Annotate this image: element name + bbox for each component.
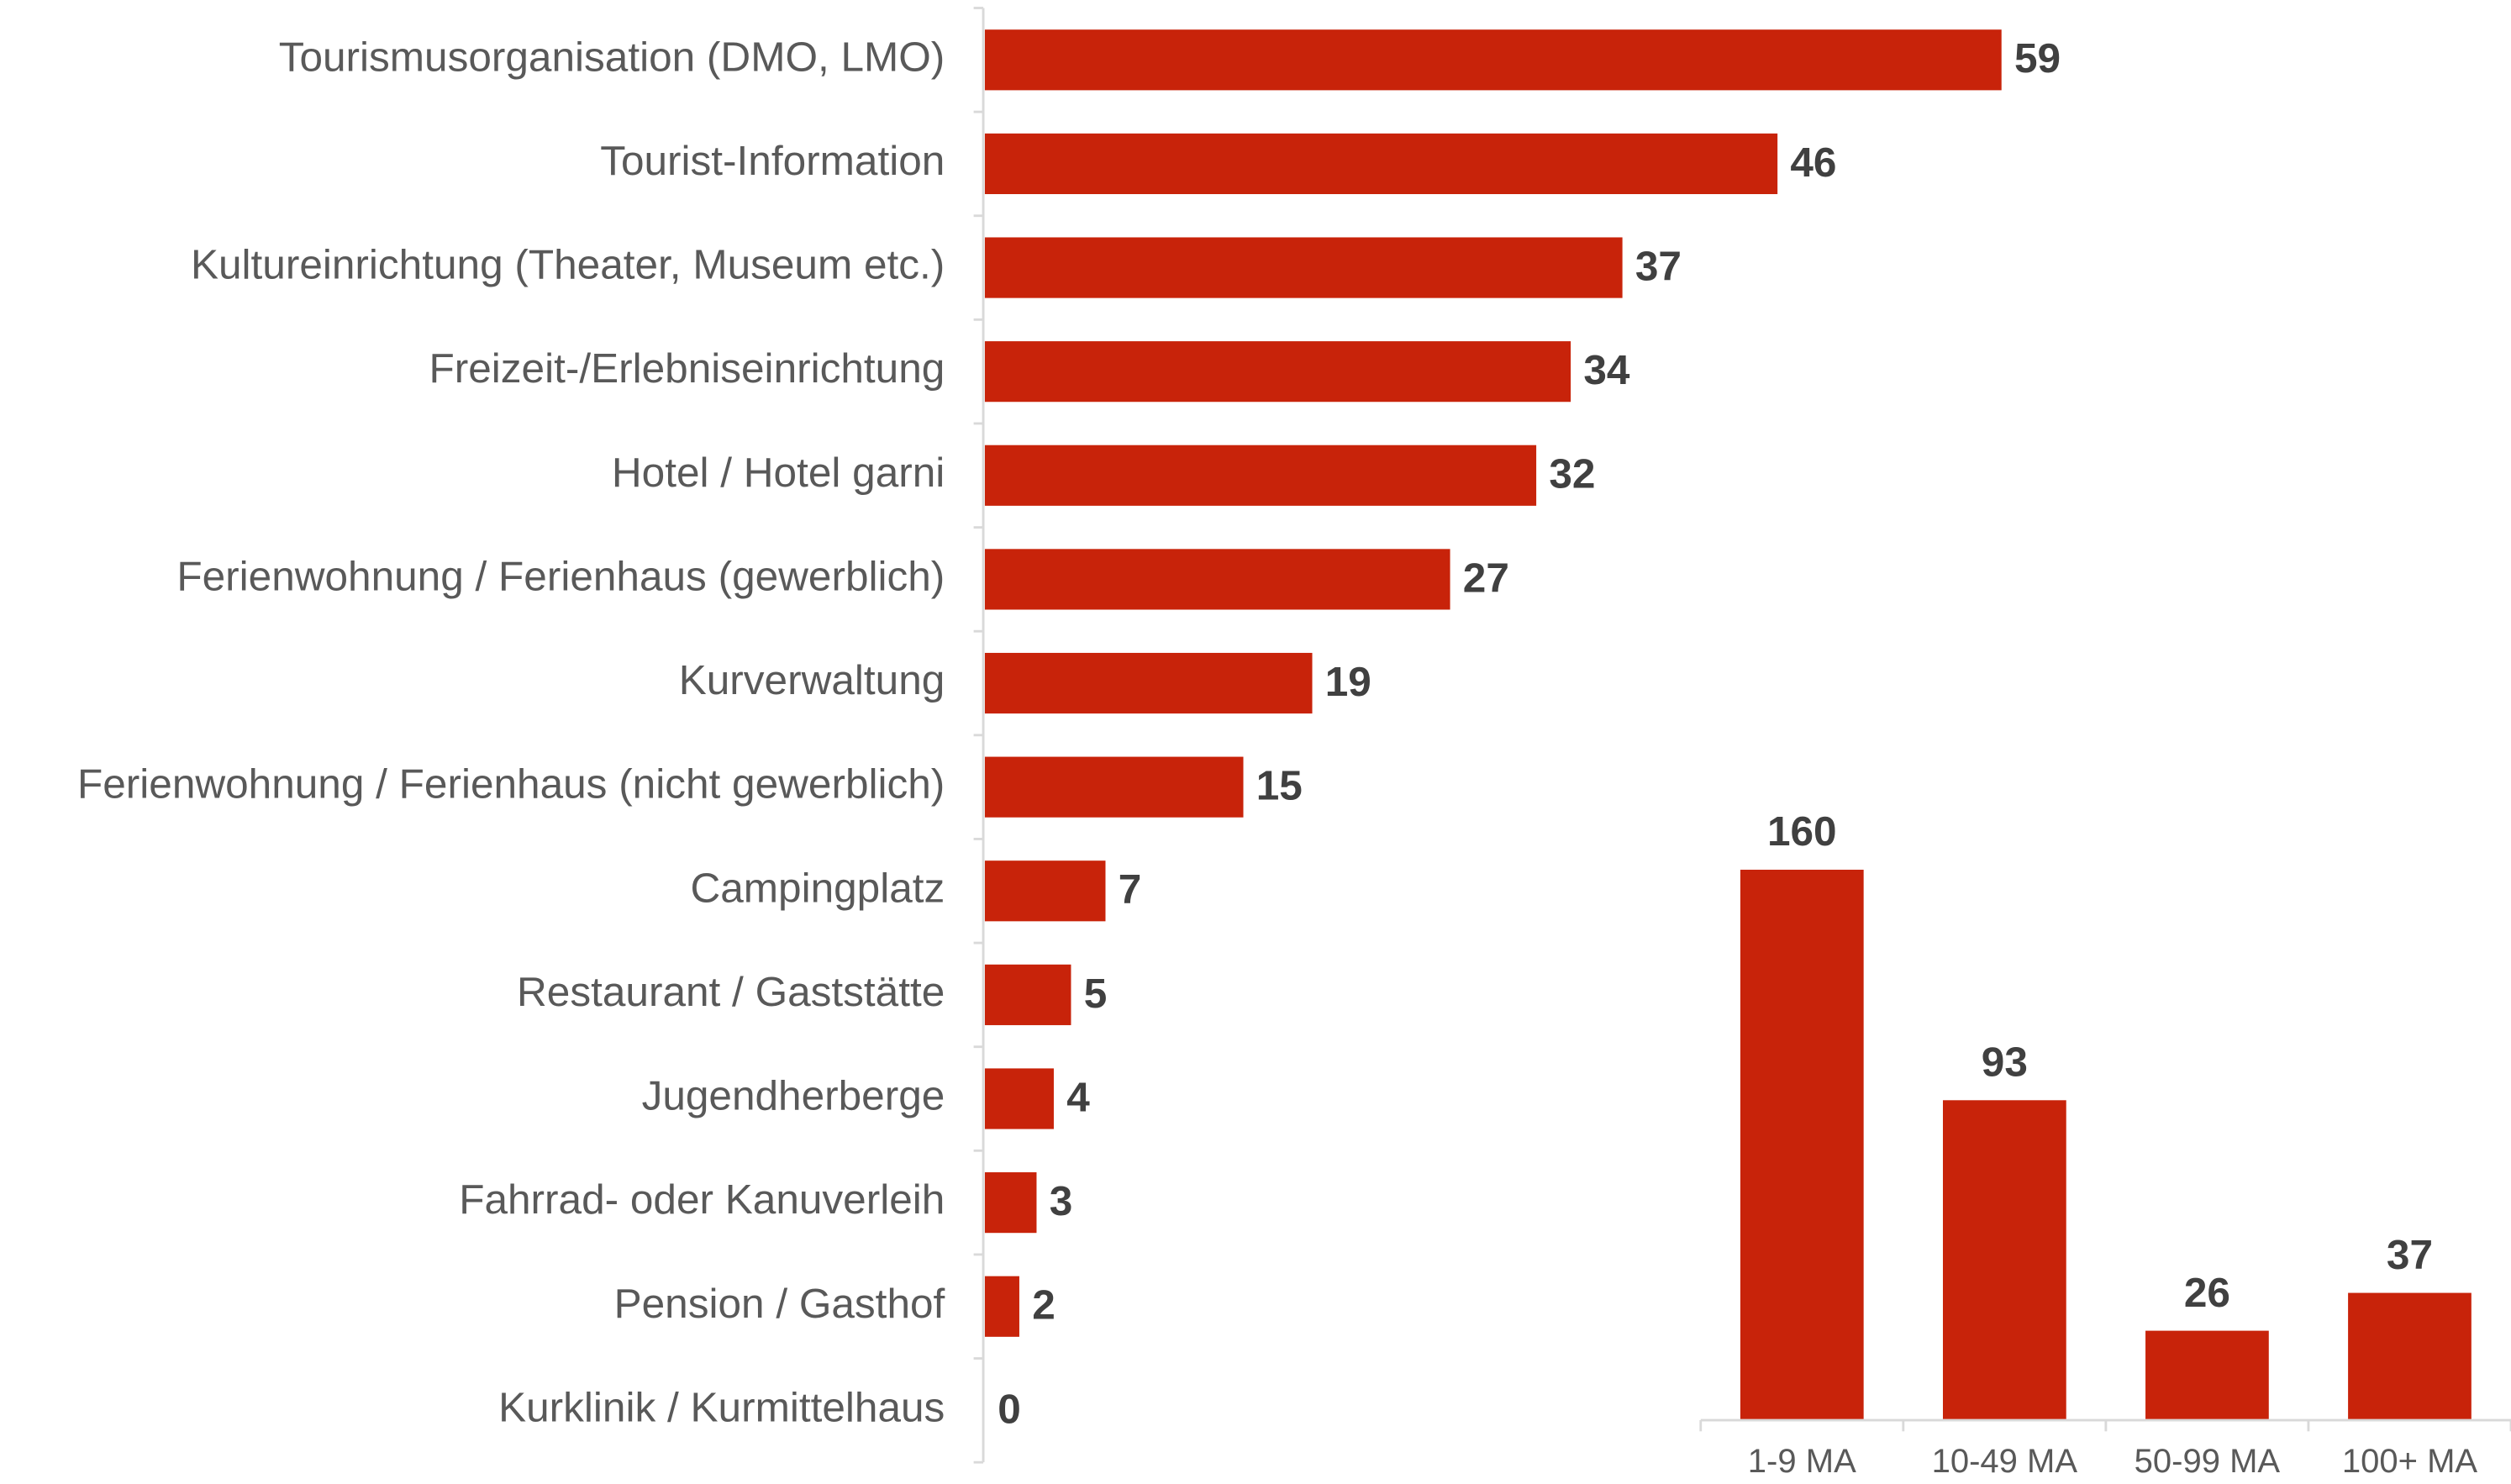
category-label: Ferienwohnung / Ferienhaus (gewerblich) bbox=[176, 554, 945, 600]
bar bbox=[984, 1068, 1054, 1129]
value-label: 59 bbox=[2014, 35, 2061, 82]
bar bbox=[984, 860, 1106, 922]
value-label: 46 bbox=[1790, 139, 1836, 186]
x-tick-label: 100+ MA bbox=[2342, 1443, 2478, 1480]
value-label: 0 bbox=[998, 1386, 1021, 1432]
value-label: 19 bbox=[1325, 659, 1371, 705]
value-label: 37 bbox=[2387, 1232, 2433, 1278]
value-label: 7 bbox=[1119, 866, 1142, 913]
value-label: 26 bbox=[2184, 1270, 2230, 1316]
value-label: 5 bbox=[1084, 971, 1108, 1017]
bar bbox=[984, 549, 1450, 610]
value-label: 93 bbox=[1982, 1039, 2028, 1086]
bar bbox=[984, 237, 1623, 298]
x-tick-label: 1-9 MA bbox=[1748, 1443, 1856, 1480]
value-label: 27 bbox=[1463, 555, 1509, 601]
category-label: Kurklinik / Kurmittelhaus bbox=[498, 1384, 945, 1430]
bar bbox=[1942, 1100, 2066, 1421]
category-label: Freizeit-/Erlebniseinrichtung bbox=[429, 345, 945, 392]
value-label: 37 bbox=[1635, 244, 1682, 290]
x-tick-label: 50-99 MA bbox=[2135, 1443, 2281, 1480]
value-label: 4 bbox=[1066, 1075, 1090, 1121]
bar bbox=[984, 29, 2002, 91]
value-label: 15 bbox=[1256, 763, 1303, 809]
category-label: Hotel / Hotel garni bbox=[612, 450, 945, 496]
value-label: 160 bbox=[1767, 808, 1837, 855]
bar bbox=[2348, 1292, 2472, 1421]
bar bbox=[984, 964, 1071, 1025]
bar bbox=[984, 341, 1571, 403]
value-label: 2 bbox=[1032, 1282, 1055, 1329]
bar bbox=[984, 1276, 1019, 1337]
bar bbox=[2145, 1330, 2269, 1421]
category-label: Restaurant / Gaststätte bbox=[517, 969, 945, 1015]
bar bbox=[1740, 869, 1864, 1421]
category-label: Tourist-Information bbox=[600, 138, 945, 184]
bar bbox=[984, 445, 1537, 506]
bar bbox=[984, 652, 1313, 714]
bar bbox=[984, 133, 1778, 195]
category-label: Pension / Gasthof bbox=[614, 1281, 945, 1327]
category-label: Campingplatz bbox=[690, 865, 945, 911]
category-label: Ferienwohnung / Ferienhaus (nicht gewerb… bbox=[77, 761, 945, 808]
bar bbox=[984, 1172, 1037, 1234]
category-label: Tourismusorganisation (DMO, LMO) bbox=[279, 34, 945, 80]
value-label: 3 bbox=[1050, 1178, 1073, 1224]
value-label: 32 bbox=[1549, 451, 1595, 497]
x-tick-label: 10-49 MA bbox=[1932, 1443, 2078, 1480]
bar bbox=[984, 756, 1244, 818]
category-label: Fahrrad- oder Kanuverleih bbox=[459, 1176, 945, 1223]
category-label: Kurverwaltung bbox=[679, 657, 945, 703]
category-label: Jugendherberge bbox=[642, 1073, 945, 1119]
value-label: 34 bbox=[1583, 347, 1630, 393]
category-label: Kultureinrichtung (Theater, Museum etc.) bbox=[191, 242, 945, 288]
